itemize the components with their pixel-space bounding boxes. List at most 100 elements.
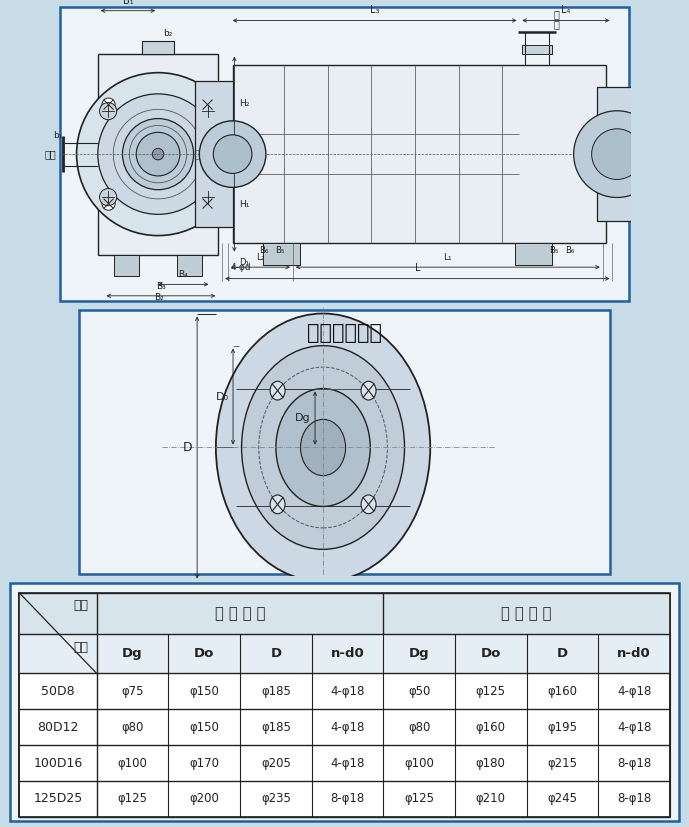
FancyBboxPatch shape bbox=[19, 592, 670, 817]
Circle shape bbox=[574, 111, 660, 198]
Text: 进水: 进水 bbox=[45, 149, 56, 159]
Text: H₁: H₁ bbox=[239, 200, 249, 209]
Text: 吸入吐出法兰: 吸入吐出法兰 bbox=[307, 323, 382, 343]
FancyBboxPatch shape bbox=[10, 583, 679, 821]
Text: φ75: φ75 bbox=[121, 685, 144, 698]
Circle shape bbox=[102, 98, 115, 111]
Text: Dg: Dg bbox=[122, 648, 143, 660]
Text: D₁: D₁ bbox=[239, 258, 249, 267]
Text: φ80: φ80 bbox=[408, 720, 431, 734]
FancyBboxPatch shape bbox=[60, 7, 629, 301]
FancyBboxPatch shape bbox=[196, 81, 233, 227]
FancyBboxPatch shape bbox=[19, 592, 670, 634]
Circle shape bbox=[199, 121, 266, 188]
Circle shape bbox=[102, 197, 115, 210]
Text: φ200: φ200 bbox=[189, 792, 219, 805]
Text: n-d0: n-d0 bbox=[617, 648, 651, 660]
Text: Do: Do bbox=[194, 648, 214, 660]
Ellipse shape bbox=[276, 389, 370, 506]
Circle shape bbox=[199, 103, 216, 120]
Circle shape bbox=[123, 118, 194, 189]
Text: 4-φ18: 4-φ18 bbox=[617, 720, 651, 734]
Text: φ205: φ205 bbox=[261, 757, 291, 769]
Text: B₁: B₁ bbox=[123, 0, 133, 6]
Text: φ170: φ170 bbox=[189, 757, 219, 769]
Circle shape bbox=[201, 197, 214, 210]
FancyBboxPatch shape bbox=[98, 54, 218, 255]
Circle shape bbox=[592, 129, 642, 179]
Text: φ245: φ245 bbox=[548, 792, 577, 805]
Text: B₄: B₄ bbox=[178, 270, 188, 280]
Text: φ215: φ215 bbox=[548, 757, 577, 769]
Text: 80D12: 80D12 bbox=[37, 720, 79, 734]
Circle shape bbox=[136, 132, 180, 176]
Text: 4-φ18: 4-φ18 bbox=[330, 685, 364, 698]
FancyBboxPatch shape bbox=[233, 65, 606, 243]
Text: 吸 入 法 兰: 吸 入 法 兰 bbox=[215, 606, 265, 621]
Text: b₁: b₁ bbox=[53, 131, 62, 140]
Text: φ125: φ125 bbox=[476, 685, 506, 698]
Circle shape bbox=[98, 94, 218, 214]
Ellipse shape bbox=[216, 313, 430, 581]
Text: L₁: L₁ bbox=[444, 253, 452, 262]
FancyBboxPatch shape bbox=[597, 88, 634, 221]
FancyBboxPatch shape bbox=[515, 243, 552, 265]
Text: 100D16: 100D16 bbox=[33, 757, 83, 769]
Text: φ125: φ125 bbox=[118, 792, 147, 805]
Text: D: D bbox=[183, 441, 193, 454]
FancyBboxPatch shape bbox=[522, 45, 552, 54]
Text: B₆: B₆ bbox=[260, 246, 269, 256]
Ellipse shape bbox=[361, 381, 376, 400]
Text: n-d₀: n-d₀ bbox=[429, 618, 453, 630]
Text: φ125: φ125 bbox=[404, 792, 434, 805]
Text: b₂: b₂ bbox=[163, 29, 172, 38]
Text: 8-φ18: 8-φ18 bbox=[617, 757, 651, 769]
Circle shape bbox=[201, 98, 214, 111]
Text: 4-φ18: 4-φ18 bbox=[617, 685, 651, 698]
FancyBboxPatch shape bbox=[263, 243, 300, 265]
Text: H₂: H₂ bbox=[239, 99, 249, 108]
Text: 8-φ18: 8-φ18 bbox=[330, 792, 364, 805]
Text: φ150: φ150 bbox=[189, 720, 219, 734]
Text: B₆: B₆ bbox=[565, 246, 575, 256]
Text: D₀: D₀ bbox=[216, 391, 229, 402]
Text: B₅: B₅ bbox=[275, 246, 285, 256]
Text: φ185: φ185 bbox=[261, 685, 291, 698]
FancyBboxPatch shape bbox=[79, 310, 610, 574]
Text: 尺寸: 尺寸 bbox=[74, 641, 89, 654]
Text: φ100: φ100 bbox=[118, 757, 147, 769]
Text: 8-φ18: 8-φ18 bbox=[617, 792, 651, 805]
Text: φ235: φ235 bbox=[261, 792, 291, 805]
Ellipse shape bbox=[270, 495, 285, 514]
Text: B₅: B₅ bbox=[549, 246, 559, 256]
Text: φ160: φ160 bbox=[476, 720, 506, 734]
Text: φ100: φ100 bbox=[404, 757, 434, 769]
Ellipse shape bbox=[242, 346, 404, 549]
Text: 吐 出 法 兰: 吐 出 法 兰 bbox=[502, 606, 552, 621]
Text: φ80: φ80 bbox=[121, 720, 144, 734]
Ellipse shape bbox=[300, 419, 346, 476]
FancyBboxPatch shape bbox=[177, 255, 202, 276]
Text: 50D8: 50D8 bbox=[41, 685, 74, 698]
Text: φ195: φ195 bbox=[548, 720, 577, 734]
FancyBboxPatch shape bbox=[19, 634, 670, 673]
FancyBboxPatch shape bbox=[114, 255, 139, 276]
Text: L: L bbox=[415, 264, 420, 274]
Text: φ50: φ50 bbox=[408, 685, 431, 698]
Text: 型号: 型号 bbox=[74, 600, 89, 613]
Text: 125D25: 125D25 bbox=[33, 792, 83, 805]
Text: 4-φ18: 4-φ18 bbox=[330, 720, 364, 734]
Text: L₄: L₄ bbox=[562, 5, 570, 15]
Text: φ180: φ180 bbox=[476, 757, 506, 769]
Text: φ210: φ210 bbox=[476, 792, 506, 805]
Text: 4-φ18: 4-φ18 bbox=[330, 757, 364, 769]
Circle shape bbox=[199, 189, 216, 206]
Text: Dg: Dg bbox=[409, 648, 429, 660]
Circle shape bbox=[214, 135, 252, 174]
Text: φ185: φ185 bbox=[261, 720, 291, 734]
Text: B₃: B₃ bbox=[156, 282, 166, 290]
Circle shape bbox=[99, 103, 116, 120]
Ellipse shape bbox=[361, 495, 376, 514]
Text: L₃: L₃ bbox=[370, 5, 380, 15]
Text: D: D bbox=[557, 648, 568, 660]
